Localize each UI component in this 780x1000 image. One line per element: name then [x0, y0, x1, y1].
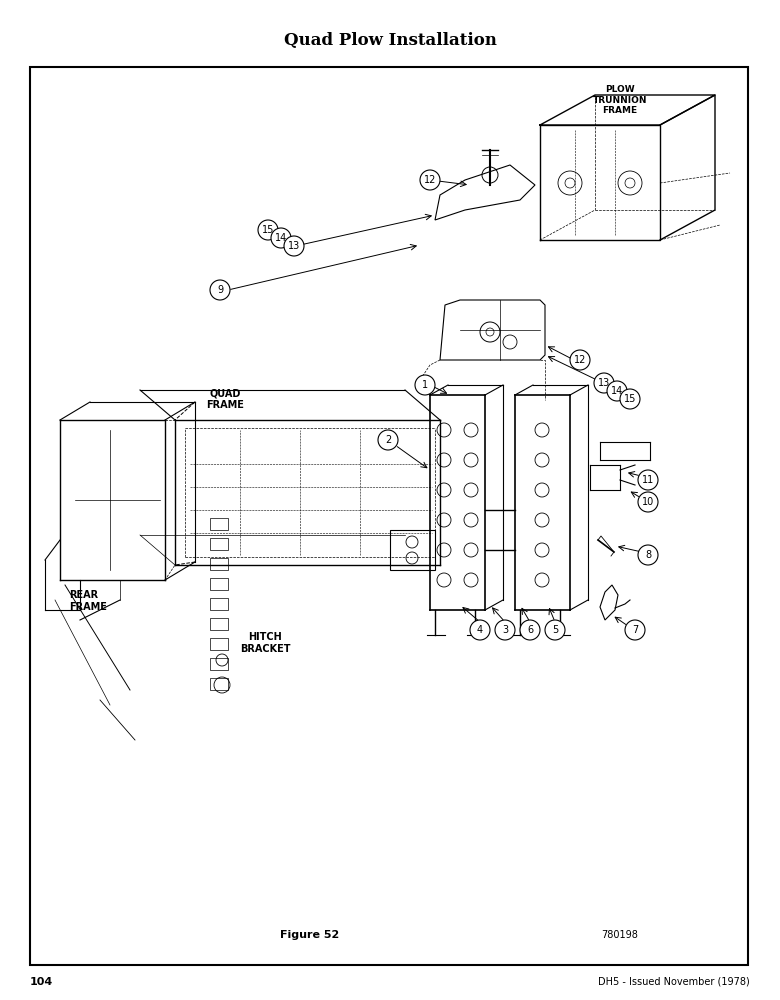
Text: 6: 6	[527, 625, 533, 635]
Circle shape	[520, 620, 540, 640]
Text: Figure 52: Figure 52	[280, 930, 339, 940]
Circle shape	[378, 430, 398, 450]
Circle shape	[470, 620, 490, 640]
Circle shape	[420, 170, 440, 190]
Text: PLOW
TRUNNION
FRAME: PLOW TRUNNION FRAME	[593, 85, 647, 115]
Bar	[210, 638, 228, 650]
Text: REAR
FRAME: REAR FRAME	[69, 590, 107, 612]
Text: 9: 9	[217, 285, 223, 295]
Text: 12: 12	[424, 175, 436, 185]
Bar	[30, 67, 748, 965]
Circle shape	[594, 373, 614, 393]
Text: 7: 7	[632, 625, 638, 635]
Circle shape	[620, 389, 640, 409]
Circle shape	[284, 236, 304, 256]
Circle shape	[638, 492, 658, 512]
Circle shape	[570, 350, 590, 370]
Text: 15: 15	[624, 394, 636, 404]
Circle shape	[258, 220, 278, 240]
Text: 8: 8	[645, 550, 651, 560]
Circle shape	[210, 280, 230, 300]
Circle shape	[271, 228, 291, 248]
Text: 14: 14	[275, 233, 287, 243]
Text: 11: 11	[642, 475, 654, 485]
Circle shape	[545, 620, 565, 640]
Circle shape	[607, 381, 627, 401]
Text: 12: 12	[574, 355, 587, 365]
Text: 780198: 780198	[601, 930, 639, 940]
Bar	[210, 658, 228, 670]
Text: HITCH
BRACKET: HITCH BRACKET	[240, 632, 290, 654]
Bar	[210, 538, 228, 550]
Text: 4: 4	[477, 625, 483, 635]
Text: QUAD
FRAME: QUAD FRAME	[206, 388, 244, 410]
Text: DH5 - Issued November (1978): DH5 - Issued November (1978)	[598, 977, 750, 987]
Circle shape	[625, 620, 645, 640]
Text: 5: 5	[552, 625, 558, 635]
Text: 2: 2	[385, 435, 391, 445]
Text: 10: 10	[642, 497, 654, 507]
Circle shape	[415, 375, 435, 395]
Circle shape	[638, 470, 658, 490]
Text: 14: 14	[611, 386, 623, 396]
Text: 1: 1	[422, 380, 428, 390]
Bar	[210, 578, 228, 590]
Text: 3: 3	[502, 625, 508, 635]
Bar	[210, 678, 228, 690]
Text: 13: 13	[288, 241, 300, 251]
Bar	[210, 618, 228, 630]
Circle shape	[495, 620, 515, 640]
Text: Quad Plow Installation: Quad Plow Installation	[284, 31, 496, 48]
Bar	[210, 558, 228, 570]
Text: 104: 104	[30, 977, 53, 987]
Text: 13: 13	[598, 378, 610, 388]
Circle shape	[638, 545, 658, 565]
Bar	[210, 518, 228, 530]
Text: 15: 15	[262, 225, 275, 235]
Bar	[210, 598, 228, 610]
